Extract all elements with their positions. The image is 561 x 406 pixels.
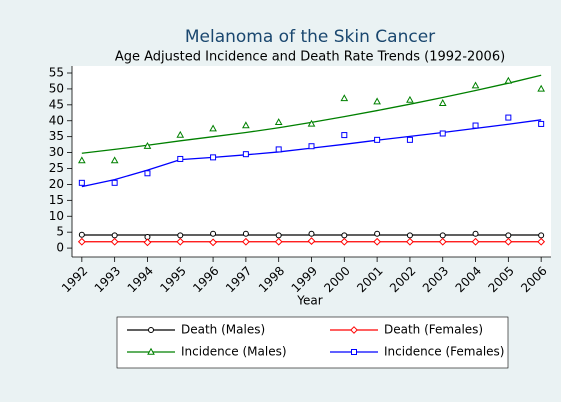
chart-title: Melanoma of the Skin Cancer	[185, 27, 435, 47]
y-tick-label: 0	[56, 241, 64, 255]
data-point	[177, 155, 184, 162]
data-point	[308, 230, 315, 237]
data-point	[406, 232, 413, 239]
data-point	[210, 154, 217, 161]
data-point	[307, 119, 316, 127]
data-point	[341, 232, 348, 239]
data-point	[471, 237, 480, 246]
data-point	[177, 232, 184, 239]
data-point	[209, 238, 217, 247]
data-point	[143, 238, 152, 247]
data-point	[406, 237, 414, 246]
data-point	[438, 99, 447, 106]
data-point	[340, 94, 349, 102]
y-tick-label: 25	[49, 161, 64, 175]
data-point	[77, 156, 86, 164]
data-point	[308, 143, 315, 150]
data-point	[505, 114, 512, 121]
data-point	[176, 237, 185, 246]
data-point	[78, 231, 85, 238]
data-point	[242, 121, 250, 129]
data-point	[438, 237, 447, 246]
legend-label: Death (Females)	[384, 323, 483, 337]
y-tick-label: 35	[49, 129, 64, 143]
data-point	[242, 151, 249, 158]
y-tick-label: 20	[49, 177, 64, 191]
data-point	[275, 232, 282, 239]
data-point	[210, 230, 217, 237]
data-point	[209, 124, 217, 132]
y-tick-label: 5	[56, 225, 64, 239]
data-point	[538, 120, 545, 127]
data-point	[471, 81, 480, 89]
data-point	[307, 237, 316, 245]
data-point	[505, 232, 512, 239]
data-point	[241, 237, 250, 246]
y-tick-label: 40	[49, 113, 64, 127]
legend-label: Incidence (Males)	[181, 345, 287, 359]
data-point	[110, 156, 119, 164]
y-tick-label: 45	[49, 97, 64, 111]
data-point	[406, 95, 414, 103]
legend-marker	[147, 347, 155, 355]
legend-marker	[351, 349, 357, 355]
data-point	[504, 76, 513, 84]
x-axis-label: Year	[296, 294, 322, 308]
data-point	[472, 230, 479, 237]
y-tick-label: 30	[49, 145, 64, 159]
legend-label: Death (Males)	[181, 323, 265, 337]
data-point	[274, 237, 283, 246]
data-point	[143, 141, 152, 149]
data-point	[538, 232, 545, 239]
data-point	[406, 136, 413, 143]
chart-subtitle: Age Adjusted Incidence and Death Rate Tr…	[115, 50, 505, 65]
data-point	[78, 179, 85, 186]
data-point	[144, 170, 151, 177]
y-tick-label: 55	[49, 66, 64, 80]
data-point	[374, 136, 381, 143]
legend-marker	[148, 327, 154, 333]
data-point	[274, 118, 283, 126]
data-point	[373, 97, 381, 105]
legend-marker	[350, 326, 358, 334]
data-point	[537, 84, 546, 92]
data-point	[176, 130, 185, 138]
legend	[116, 316, 509, 369]
data-point	[373, 237, 382, 246]
data-point	[504, 237, 513, 246]
data-point	[341, 132, 348, 139]
y-tick-label: 15	[49, 193, 64, 207]
data-point	[242, 230, 249, 237]
data-point	[537, 237, 546, 246]
data-point	[340, 237, 349, 246]
data-point	[110, 237, 119, 246]
data-point	[111, 179, 118, 186]
data-point	[275, 146, 282, 153]
data-point	[111, 232, 118, 239]
legend-label: Incidence (Females)	[384, 345, 504, 359]
y-tick-label: 10	[49, 209, 64, 223]
data-point	[439, 130, 446, 137]
data-point	[77, 237, 86, 246]
data-point	[374, 230, 381, 237]
y-tick-label: 50	[49, 81, 64, 95]
data-point	[439, 232, 446, 239]
plot-area	[72, 66, 551, 257]
data-point	[472, 122, 479, 129]
